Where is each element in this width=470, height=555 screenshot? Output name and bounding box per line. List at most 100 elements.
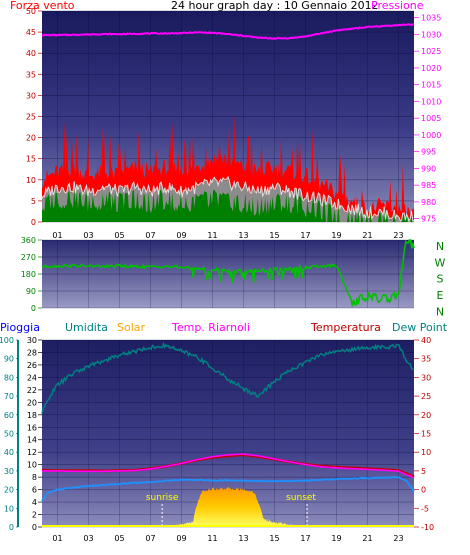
pressure-tick-label: 1030: [421, 30, 441, 39]
direction-tick-label: 90: [26, 287, 36, 296]
direction-tick-label: 360: [21, 236, 36, 245]
hour-tick-label: 17: [300, 534, 310, 543]
hour-tick-label: 07: [145, 231, 155, 240]
humidity-tick-label: 28: [27, 348, 37, 357]
temp-humidity-legend: Pioggia Umidita Solar Temp. Riarnoli Tempera…: [0, 321, 448, 334]
wind-average-line: [41, 175, 415, 223]
humidity-tick-label: 22: [27, 386, 37, 395]
direction-tick-label: 270: [21, 253, 36, 262]
pressure-tick-label: 1035: [421, 14, 441, 23]
hour-tick-label: 09: [176, 534, 186, 543]
rain-tick-label: 10: [4, 504, 14, 513]
hour-tick-label: 07: [145, 534, 155, 543]
temperature-tick-label: 30: [421, 373, 431, 382]
rain-tick-label: 0: [9, 523, 14, 532]
humidity-tick-label: 18: [27, 411, 37, 420]
legend-item: Solar: [117, 321, 146, 334]
humidity-tick-label: 30: [27, 336, 37, 345]
hour-tick-label: 11: [207, 231, 217, 240]
pressure-tick-label: 1010: [421, 97, 441, 106]
hour-tick-label: 13: [238, 534, 248, 543]
humidity-tick-label: 14: [27, 436, 37, 445]
legend-item: Temp. Riarnoli: [171, 321, 250, 334]
compass-label: S: [437, 273, 444, 286]
wind-direction-series: [41, 239, 415, 307]
temperature-tick-label: -5: [421, 504, 429, 513]
humidity-tick-label: 0: [32, 523, 37, 532]
humidity-tick-label: 4: [32, 498, 37, 507]
rain-axis-ticks: 0 10 20 30 40 50 60 70 80 90 100: [0, 336, 18, 532]
temperature-tick-label: 0: [421, 486, 426, 495]
wind-tick-label: 25: [26, 113, 36, 122]
pressure-tick-label: 985: [421, 181, 436, 190]
humidity-tick-label: 10: [27, 461, 37, 470]
hour-tick-label: 09: [176, 231, 186, 240]
rain-tick-label: 90: [4, 355, 14, 364]
sun-annotations: sunrise sunset: [146, 493, 316, 527]
hour-tick-label: 05: [114, 534, 124, 543]
pressure-tick-label: 1015: [421, 81, 441, 90]
pressure-tick-label: 995: [421, 148, 436, 157]
hour-tick-label: 01: [52, 231, 62, 240]
legend-item: Dew Point: [392, 321, 448, 334]
rain-tick-label: 50: [4, 430, 14, 439]
temperature-tick-label: -10: [421, 523, 434, 532]
wind-tick-label: 10: [26, 176, 36, 185]
compass-label: W: [435, 256, 446, 269]
wind-tick-label: 0: [31, 218, 36, 227]
legend-forza-vento: Forza vento: [10, 0, 75, 12]
pressure-tick-label: 1025: [421, 47, 441, 56]
wind-pressure-series: [41, 23, 415, 223]
wind-tick-label: 20: [26, 134, 36, 143]
hour-tick-label: 23: [393, 231, 403, 240]
rain-tick-label: 40: [4, 448, 14, 457]
wind-pressure-hour-ticks: 01 03 05 07 09 11 13 15 17 19 21 23: [52, 231, 403, 240]
hour-tick-label: 15: [269, 231, 279, 240]
legend-item: Umidita: [65, 321, 108, 334]
pressure-tick-label: 1005: [421, 114, 441, 123]
sunrise-label: sunrise: [146, 493, 179, 503]
wind-minimum-area: [42, 188, 414, 222]
legend-pressione: Pressione: [371, 0, 424, 12]
wind-direction-line: [41, 239, 415, 307]
direction-tick-label: 180: [21, 270, 36, 279]
rain-tick-label: 30: [4, 467, 14, 476]
wind-tick-label: 50: [26, 7, 36, 16]
pressure-line: [42, 23, 415, 40]
humidity-line: [41, 341, 415, 414]
hour-tick-label: 23: [393, 534, 403, 543]
direction-tick-label: 0: [31, 304, 36, 313]
hour-tick-label: 19: [331, 231, 341, 240]
chart-title: 24 hour graph day : 10 Gennaio 2012: [171, 0, 379, 12]
wind-tick-label: 30: [26, 91, 36, 100]
humidity-tick-label: 20: [27, 398, 37, 407]
compass-label: N: [436, 240, 444, 253]
sunset-label: sunset: [286, 493, 316, 503]
hour-tick-label: 19: [331, 534, 341, 543]
pressure-tick-label: 1020: [421, 64, 441, 73]
rain-tick-label: 100: [0, 336, 14, 345]
legend-item: Temperatura: [310, 321, 381, 334]
legend-item: Pioggia: [0, 321, 40, 334]
temperature-axis-ticks: -10 -5 0 5 10 15 20 25 30 35 40: [414, 336, 434, 532]
pressure-tick-label: 975: [421, 215, 436, 224]
temperature-tick-label: 10: [421, 448, 431, 457]
compass-label: N: [436, 305, 444, 318]
humidity-tick-label: 8: [32, 473, 37, 482]
humidity-tick-label: 16: [27, 423, 37, 432]
temp-humidity-hour-ticks: 01 03 05 07 09 11 13 15 17 19 21 23: [52, 534, 403, 543]
humidity-tick-label: 6: [32, 486, 37, 495]
rain-tick-label: 60: [4, 411, 14, 420]
hour-tick-label: 03: [83, 534, 93, 543]
hour-tick-label: 15: [269, 534, 279, 543]
rain-tick-label: 70: [4, 392, 14, 401]
temperature-tick-label: 25: [421, 392, 431, 401]
wind-tick-label: 5: [31, 197, 36, 206]
hour-tick-label: 11: [207, 534, 217, 543]
pressure-tick-label: 1000: [421, 131, 441, 140]
